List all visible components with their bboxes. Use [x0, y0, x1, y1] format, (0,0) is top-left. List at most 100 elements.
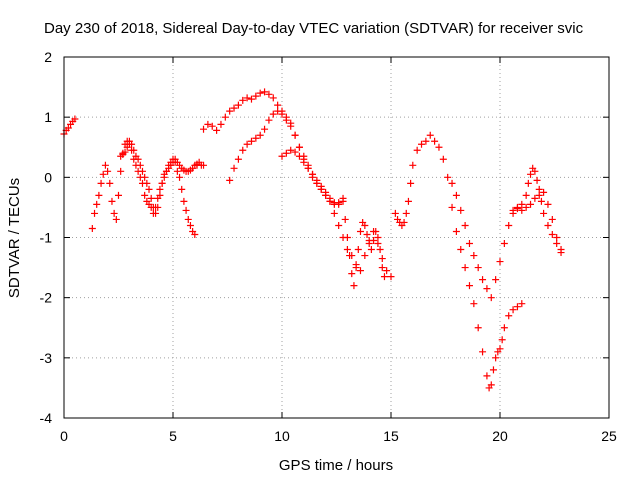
- data-point: [243, 140, 251, 148]
- data-point: [531, 167, 539, 175]
- data-point: [444, 173, 452, 181]
- data-point: [278, 152, 286, 160]
- data-point: [230, 104, 238, 112]
- data-point: [141, 173, 149, 181]
- data-point: [243, 94, 251, 102]
- data-point: [156, 191, 164, 199]
- data-point: [413, 146, 421, 154]
- data-point: [341, 215, 349, 223]
- data-point: [518, 300, 526, 308]
- data-point: [117, 167, 125, 175]
- data-point: [350, 282, 358, 290]
- data-point: [522, 191, 530, 199]
- data-point: [531, 194, 539, 202]
- data-point: [184, 215, 192, 223]
- data-point: [204, 120, 212, 128]
- data-point: [274, 107, 282, 115]
- data-point: [452, 227, 460, 235]
- y-tick-label: -3: [40, 350, 53, 366]
- x-tick-label: 10: [274, 428, 290, 444]
- data-point: [363, 230, 371, 238]
- data-point: [527, 200, 535, 208]
- data-point: [404, 197, 412, 205]
- data-point: [256, 131, 264, 139]
- data-point: [535, 185, 543, 193]
- data-point: [176, 173, 184, 181]
- data-point: [380, 273, 388, 281]
- data-point: [182, 206, 190, 214]
- data-point: [513, 303, 521, 311]
- data-point: [537, 197, 545, 205]
- data-point: [376, 246, 384, 254]
- data-point: [365, 240, 373, 248]
- data-point: [130, 146, 138, 154]
- data-point: [97, 179, 105, 187]
- data-point: [110, 209, 118, 217]
- chart-title: Day 230 of 2018, Sidereal Day-to-day VTE…: [44, 20, 584, 37]
- data-point: [409, 161, 417, 169]
- data-point: [186, 221, 194, 229]
- data-point: [496, 258, 504, 266]
- data-point: [496, 345, 504, 353]
- data-point: [295, 143, 303, 151]
- data-point: [282, 149, 290, 157]
- x-tick-label: 20: [492, 428, 508, 444]
- data-point: [518, 206, 526, 214]
- data-point: [123, 143, 131, 151]
- data-point: [370, 237, 378, 245]
- y-tick-label: 0: [44, 169, 52, 185]
- data-point: [101, 161, 109, 169]
- data-point: [143, 179, 151, 187]
- data-point: [156, 185, 164, 193]
- data-point: [343, 234, 351, 241]
- data-point: [452, 191, 460, 199]
- data-point: [226, 107, 234, 115]
- data-point: [287, 122, 295, 130]
- data-point: [367, 246, 375, 254]
- data-point: [330, 209, 338, 217]
- data-point: [487, 381, 495, 389]
- data-point: [533, 176, 541, 184]
- data-point: [509, 206, 517, 214]
- data-point: [64, 124, 72, 132]
- data-point: [269, 110, 277, 118]
- data-point: [200, 161, 208, 169]
- data-point: [509, 306, 517, 314]
- data-point: [352, 264, 360, 272]
- data-point: [313, 176, 321, 184]
- data-point: [374, 234, 382, 241]
- data-point: [141, 191, 149, 199]
- data-point: [317, 182, 325, 190]
- data-point: [134, 155, 142, 163]
- data-point: [461, 221, 469, 229]
- data-point: [261, 125, 269, 133]
- data-point: [500, 324, 508, 332]
- data-point: [265, 90, 273, 98]
- data-point: [152, 209, 160, 217]
- data-point: [339, 197, 347, 205]
- data-point: [247, 137, 255, 145]
- data-point: [95, 191, 103, 199]
- data-point: [474, 324, 482, 332]
- data-point: [269, 94, 277, 102]
- data-point: [128, 140, 136, 148]
- data-point: [221, 113, 229, 121]
- data-point: [230, 164, 238, 172]
- data-point: [191, 230, 199, 238]
- data-point: [489, 366, 497, 374]
- data-point: [483, 285, 491, 293]
- data-point: [457, 246, 465, 254]
- data-point: [457, 206, 465, 214]
- data-point: [372, 227, 380, 235]
- data-point: [518, 200, 526, 208]
- data-point: [343, 246, 351, 254]
- data-point: [330, 199, 338, 207]
- data-point: [335, 221, 343, 229]
- data-point: [115, 191, 122, 199]
- data-point: [282, 116, 290, 124]
- data-point: [553, 234, 561, 241]
- data-point: [402, 209, 410, 217]
- data-point: [535, 191, 543, 199]
- data-point: [422, 137, 430, 145]
